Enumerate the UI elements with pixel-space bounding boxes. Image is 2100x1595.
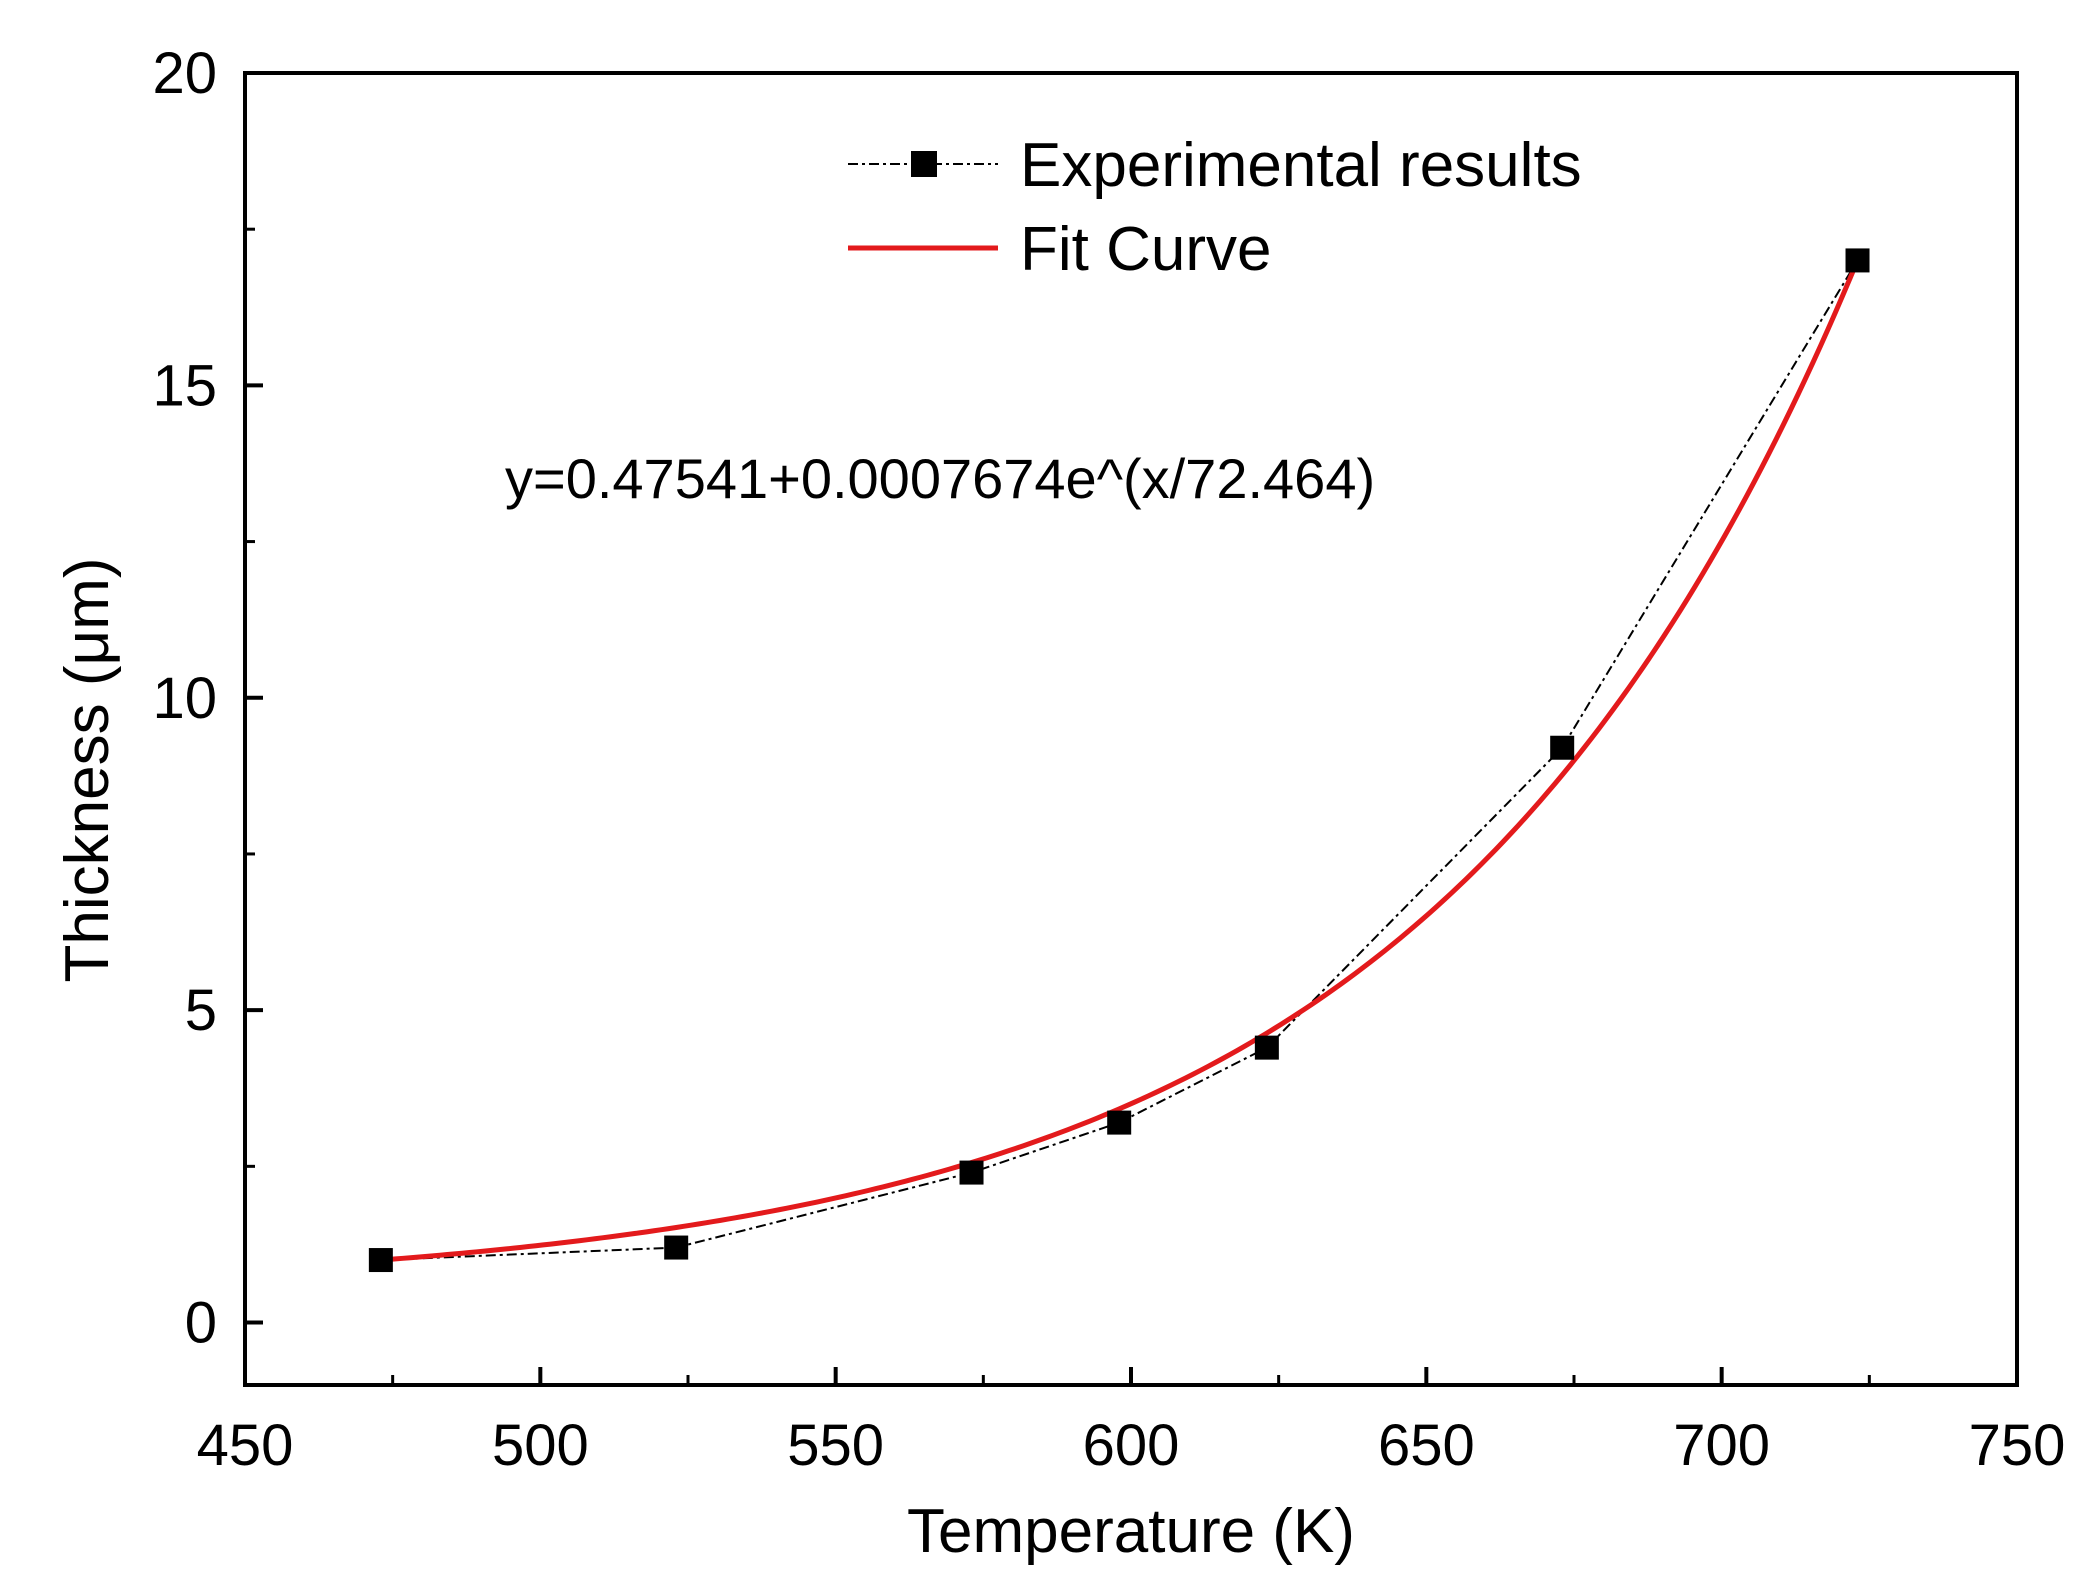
y-tick-label: 15 [152,353,217,418]
x-tick-label: 700 [1673,1413,1770,1478]
y-axis: 0 5 10 15 20 [152,41,263,1356]
x-tick-label: 600 [1083,1413,1180,1478]
legend-label-experimental: Experimental results [1020,131,1582,200]
y-tick-label: 20 [152,41,217,106]
series-layer [368,248,1870,1273]
fit-curve-line [380,259,1860,1263]
x-tick-label: 550 [787,1413,884,1478]
experimental-point [368,1248,393,1273]
x-tick-label: 450 [197,1413,294,1478]
fit-equation-annotation: y=0.47541+0.0007674e^(x/72.464) [505,447,1375,510]
legend-label-fit: Fit Curve [1020,215,1271,284]
y-axis-title: Thickness (μm) [53,558,122,983]
x-tick-label: 750 [1969,1413,2066,1478]
experimental-point [1845,248,1870,273]
x-axis-title: Temperature (K) [907,1497,1355,1566]
x-tick-label: 500 [492,1413,589,1478]
experimental-point [1550,735,1575,760]
x-tick-label: 650 [1378,1413,1475,1478]
experimental-point [1107,1110,1132,1135]
y-tick-label: 5 [185,978,217,1043]
y-tick-label: 10 [152,666,217,731]
experimental-point [664,1235,689,1260]
y-tick-label: 0 [185,1291,217,1356]
x-axis: 450 500 550 600 650 700 750 [197,1367,2066,1478]
legend: Experimental results Fit Curve [848,131,1582,284]
experimental-point [1254,1035,1279,1060]
legend-marker-experimental [911,151,937,177]
experimental-point [959,1160,984,1185]
